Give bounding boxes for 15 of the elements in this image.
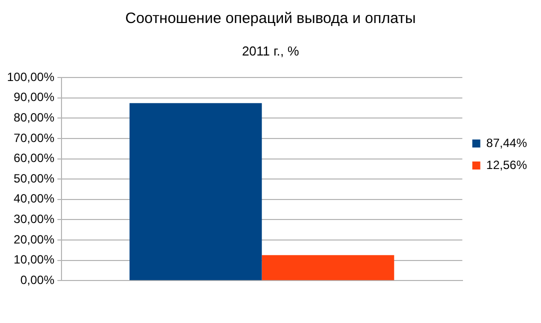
y-tick-label: 10,00%: [14, 252, 55, 267]
legend-label: 12,56%: [486, 158, 528, 172]
y-tick-label: 50,00%: [14, 171, 55, 186]
y-tick-label: 20,00%: [14, 232, 55, 246]
chart-subtitle: 2011 г., %: [242, 43, 300, 58]
y-tick-label: 90,00%: [14, 90, 55, 104]
y-tick-label: 40,00%: [14, 192, 55, 206]
y-tick-label: 0,00%: [20, 272, 55, 287]
chart-title: Соотношение операций вывода и оплаты: [125, 10, 416, 28]
legend-label: 87,44%: [486, 136, 528, 150]
y-tick-label: 70,00%: [14, 130, 55, 145]
y-tick-label: 60,00%: [14, 151, 55, 166]
y-tick-label: 80,00%: [14, 110, 55, 125]
y-tick-label: 100,00%: [7, 70, 55, 84]
y-tick-label: 30,00%: [14, 212, 55, 226]
